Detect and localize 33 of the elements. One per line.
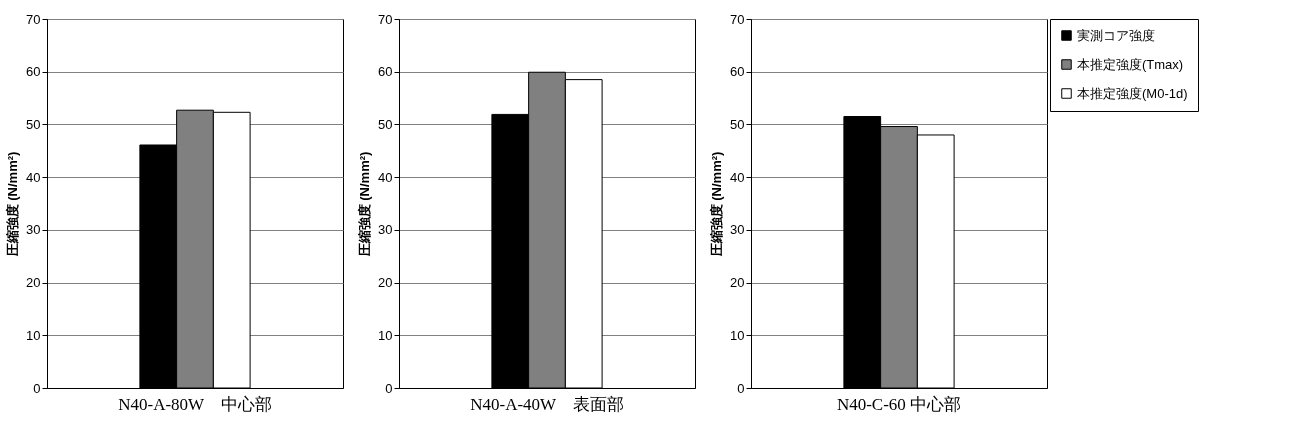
y-tick-label: 40 [26,169,41,185]
y-tick-label: 30 [26,222,41,238]
x-tick-label: N40-A-80W 中心部 [118,394,272,414]
y-tick-label: 0 [737,380,745,396]
y-tick-label: 60 [730,64,745,80]
y-tick-label: 70 [378,11,393,27]
y-tick-label: 40 [378,169,393,185]
y-tick-label: 70 [26,11,41,27]
x-tick-label: N40-A-40W 表面部 [470,394,624,414]
y-axis-title: 圧縮強度 (N/mm²) [709,151,725,258]
y-tick-label: 70 [730,11,745,27]
y-tick-label: 0 [385,380,393,396]
y-tick-label: 30 [730,222,745,238]
y-axis-title: 圧縮強度 (N/mm²) [5,151,21,258]
y-tick-label: 10 [26,327,41,343]
y-tick-label: 10 [730,327,745,343]
legend-label: 実測コア強度 [1077,27,1155,43]
y-axis-title: 圧縮強度 (N/mm²) [357,151,373,258]
y-tick-label: 30 [378,222,393,238]
y-tick-label: 60 [378,64,393,80]
y-tick-label: 20 [378,275,393,291]
y-tick-label: 20 [26,275,41,291]
legend-label: 本推定強度(M0-1d) [1077,85,1188,101]
y-tick-label: 50 [730,116,745,132]
y-tick-label: 0 [33,380,41,396]
y-tick-label: 60 [26,64,41,80]
x-tick-label: N40-C-60 中心部 [836,394,962,414]
y-tick-label: 40 [730,169,745,185]
y-tick-label: 50 [378,116,393,132]
y-tick-label: 20 [730,275,745,291]
legend-label: 本推定強度(Tmax) [1077,56,1184,72]
y-tick-label: 10 [378,327,393,343]
y-tick-label: 50 [26,116,41,132]
